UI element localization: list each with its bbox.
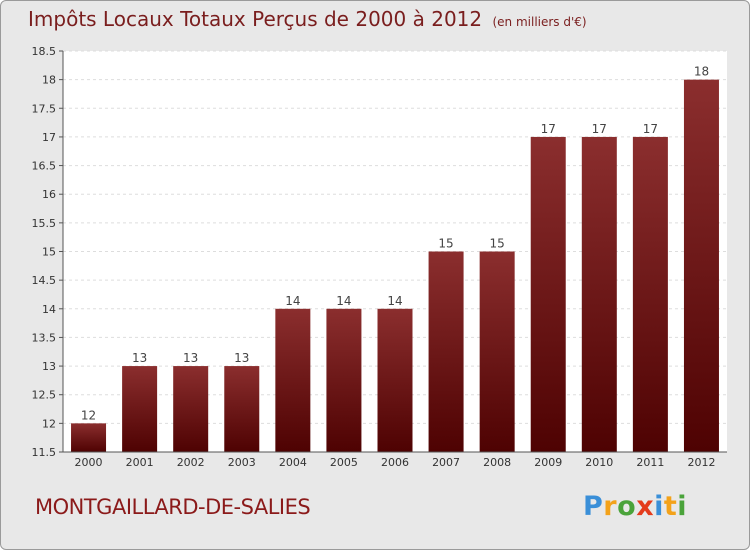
y-tick-label: 13.5 [32, 331, 57, 344]
bar-value-label: 13 [234, 351, 249, 365]
bar-2004 [275, 308, 311, 452]
x-tick-label: 2009 [534, 456, 562, 469]
proxiti-logo: Proxiti [583, 491, 687, 522]
x-tick-label: 2002 [177, 456, 205, 469]
y-tick-label: 14 [42, 303, 56, 316]
bar-2009 [530, 136, 566, 452]
logo-letter: r [603, 491, 618, 522]
bar-value-label: 15 [490, 237, 505, 251]
y-tick-label: 16 [42, 188, 56, 201]
bar-value-label: 15 [438, 237, 453, 251]
y-tick-label: 17.5 [32, 102, 57, 115]
bar-2008 [479, 251, 515, 452]
bar-value-label: 13 [132, 351, 147, 365]
chart-title: Impôts Locaux Totaux Perçus de 2000 à 20… [28, 7, 587, 31]
bar-value-label: 12 [81, 408, 96, 422]
bar-2003 [224, 366, 260, 452]
y-tick-label: 17 [42, 131, 56, 144]
y-tick-label: 18 [42, 74, 56, 87]
bar-value-label: 17 [592, 122, 607, 136]
x-tick-label: 2001 [126, 456, 154, 469]
bar-2010 [581, 136, 617, 452]
y-tick-label: 12.5 [32, 389, 57, 402]
y-axis: 11.5 12 12.5 13 13.5 14 14.5 15 15.5 16 16.5 17 17.5… [32, 45, 64, 459]
logo-letter: i [654, 491, 664, 522]
x-tick-label: 2005 [330, 456, 358, 469]
bar-2002 [173, 366, 209, 452]
logo-letter: t [663, 491, 678, 522]
bar-value-label: 14 [387, 294, 402, 308]
x-tick-label: 2006 [381, 456, 409, 469]
x-axis: 2000 2001 2002 2003 2004 2005 2006 2007 2008 2009… [63, 451, 727, 469]
x-tick-label: 2010 [585, 456, 613, 469]
y-tick-label: 16.5 [32, 160, 57, 173]
chart-unit-label: (en milliers d'€) [492, 15, 587, 29]
bar-value-label: 17 [541, 122, 556, 136]
bar-2012 [683, 79, 719, 453]
y-tick-label: 15.5 [32, 217, 57, 230]
bar-value-label: 18 [694, 65, 709, 79]
y-tick-label: 12 [42, 417, 56, 430]
y-tick-label: 13 [42, 360, 56, 373]
x-tick-label: 2004 [279, 456, 307, 469]
bar-value-label: 17 [643, 122, 658, 136]
logo-letter: x [636, 491, 655, 522]
y-tick-label: 18.5 [32, 45, 57, 58]
x-tick-label: 2011 [636, 456, 664, 469]
bar-2006 [377, 308, 413, 452]
x-tick-label: 2007 [432, 456, 460, 469]
x-tick-label: 2000 [75, 456, 103, 469]
x-tick-label: 2012 [687, 456, 715, 469]
y-tick-label: 11.5 [32, 446, 57, 459]
x-tick-label: 2003 [228, 456, 256, 469]
bar-value-label: 13 [183, 351, 198, 365]
x-tick-label: 2008 [483, 456, 511, 469]
bar-value-label: 14 [336, 294, 351, 308]
bar-2011 [632, 136, 668, 452]
commune-name: MONTGAILLARD-DE-SALIES [35, 495, 311, 519]
y-tick-label: 14.5 [32, 274, 57, 287]
logo-letter: o [617, 491, 637, 522]
logo-letter: P [583, 491, 604, 522]
bar-2001 [122, 366, 158, 452]
bars: 12 13 13 13 14 14 14 15 15 17 17 17 18 [71, 65, 719, 453]
bar-2007 [428, 251, 464, 452]
bar-value-label: 14 [285, 294, 300, 308]
chart-title-text: Impôts Locaux Totaux Perçus de 2000 à 20… [28, 7, 483, 31]
bar-2000 [71, 423, 107, 452]
y-tick-label: 15 [42, 246, 56, 259]
bar-2005 [326, 308, 362, 452]
logo-letter: i [677, 491, 688, 522]
